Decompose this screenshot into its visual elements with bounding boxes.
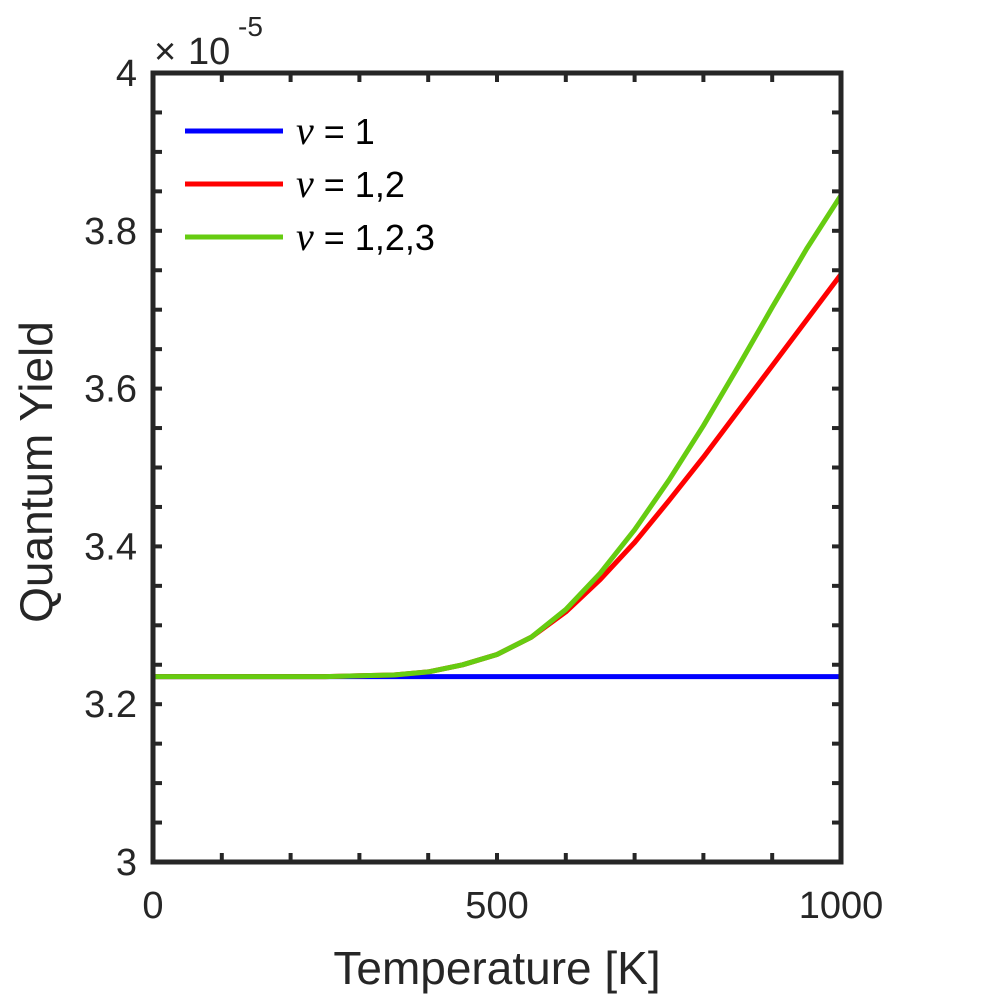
legend-label-1: ν = 1 [296, 108, 375, 153]
legend-nu-symbol: ν [296, 161, 314, 206]
y-multiplier-base: 10 [188, 31, 230, 73]
legend-nu-symbol: ν [296, 108, 314, 153]
legend-label-text: = 1 [314, 111, 375, 152]
series-layer [153, 193, 844, 680]
legend-label-2: ν = 1,2 [296, 161, 405, 206]
y-tick-label: 3.4 [84, 526, 137, 568]
x-axis-title: Temperature [K] [333, 942, 660, 994]
legend-label-3: ν = 1,2,3 [296, 214, 435, 259]
y-multiplier-times: × [154, 31, 176, 73]
y-multiplier: × 10 -5 [154, 11, 263, 73]
y-tick-label: 3.8 [84, 211, 137, 253]
legend-label-text: = 1,2 [314, 164, 405, 205]
y-axis-title: Quantum Yield [10, 321, 62, 623]
legend-nu-symbol: ν [296, 214, 314, 259]
labels-layer: Quantum Yield Temperature [K] × 10 -5 0 5… [10, 11, 883, 994]
y-multiplier-exponent: -5 [238, 11, 263, 42]
x-tick-label: 1000 [799, 885, 884, 927]
plot-background [153, 73, 841, 862]
y-tick-label: 4 [116, 53, 137, 95]
plot-area [153, 73, 841, 862]
legend: ν = 1ν = 1,2ν = 1,2,3 [185, 108, 435, 259]
y-tick-label: 3 [116, 842, 137, 884]
legend-label-text: = 1,2,3 [314, 217, 435, 258]
x-tick-label: 0 [142, 885, 163, 927]
x-tick-label: 500 [465, 885, 528, 927]
y-tick-label: 3.2 [84, 684, 137, 726]
series-line-3 [153, 193, 844, 680]
y-tick-label: 3.6 [84, 369, 137, 411]
axes-layer [150, 70, 844, 865]
